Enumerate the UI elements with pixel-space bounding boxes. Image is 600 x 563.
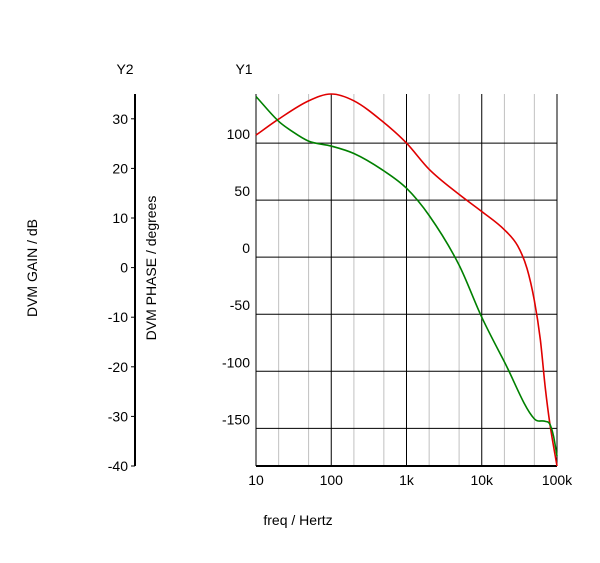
- axes: [131, 94, 557, 467]
- y2-tick-label: 30: [112, 111, 128, 127]
- phase-series-line: [255, 93, 558, 467]
- x-tick-label: 100k: [542, 472, 573, 488]
- x-tick-label: 10k: [470, 472, 494, 488]
- x-tick-label: 1k: [399, 472, 415, 488]
- y2-tick-label: -40: [108, 458, 128, 474]
- y2-axis-label: DVM GAIN / dB: [24, 219, 40, 317]
- y2-tick-label: 10: [112, 210, 128, 226]
- x-tick-label: 100: [320, 472, 344, 488]
- y2-tick-label: -20: [108, 359, 128, 375]
- y2-axis-title: Y2: [116, 61, 133, 77]
- series-lines: [255, 93, 558, 467]
- y2-tick-label: -30: [108, 408, 128, 424]
- x-axis-label: freq / Hertz: [263, 512, 332, 528]
- x-tick-label: 10: [248, 472, 264, 488]
- y1-tick-label: -100: [222, 354, 250, 370]
- y1-axis-title: Y1: [235, 61, 252, 77]
- grid-lines: [255, 94, 558, 466]
- y1-tick-label: 50: [234, 183, 250, 199]
- y1-tick-label: -150: [222, 411, 250, 427]
- y2-tick-label: 20: [112, 160, 128, 176]
- y2-tick-label: 0: [120, 260, 128, 276]
- y1-axis-label: DVM PHASE / degrees: [143, 196, 159, 341]
- y2-tick-label: -10: [108, 309, 128, 325]
- y1-tick-label: 0: [242, 240, 250, 256]
- gain-series-line: [255, 95, 558, 457]
- y1-tick-label: -50: [230, 297, 250, 313]
- y1-tick-label: 100: [227, 126, 251, 142]
